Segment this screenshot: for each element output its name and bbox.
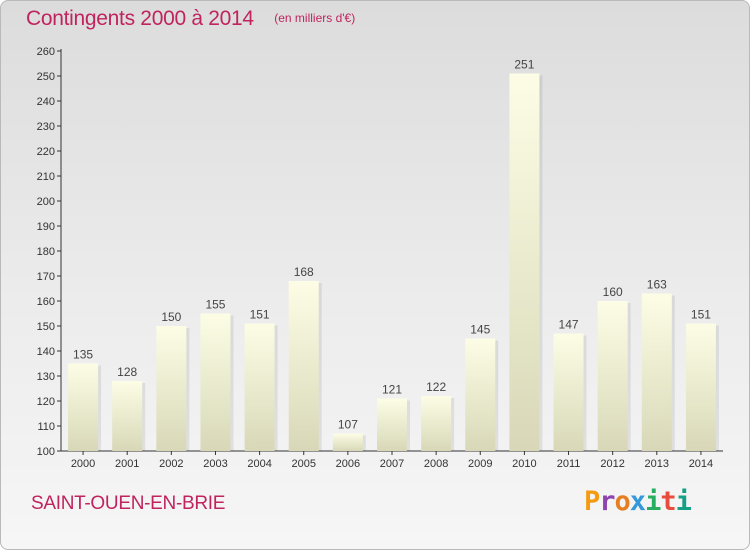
title-row: Contingents 2000 à 2014 (en milliers d'€…	[26, 7, 355, 31]
y-tick-label: 250	[37, 71, 55, 83]
chart-subtitle: (en milliers d'€)	[274, 11, 356, 25]
x-tick-label: 2006	[336, 458, 360, 470]
x-tick-label: 2009	[468, 458, 492, 470]
x-tick-label: 2001	[115, 458, 139, 470]
x-tick-label: 2012	[600, 458, 624, 470]
y-tick-label: 170	[37, 271, 55, 283]
x-tick-label: 2000	[71, 458, 95, 470]
value-label: 155	[205, 298, 225, 312]
place-name: SAINT-OUEN-EN-BRIE	[31, 493, 226, 514]
y-tick-label: 130	[37, 371, 55, 383]
y-tick-label: 180	[37, 246, 55, 258]
y-tick-label: 260	[37, 46, 55, 58]
value-label: 163	[647, 278, 667, 292]
x-tick-label: 2007	[380, 458, 404, 470]
y-tick-label: 110	[37, 421, 55, 433]
y-tick-label: 200	[37, 196, 55, 208]
value-label: 107	[338, 418, 358, 432]
value-label: 150	[161, 310, 181, 324]
brand-letter: i	[675, 486, 692, 517]
x-tick-label: 2010	[512, 458, 536, 470]
y-tick-label: 140	[37, 346, 55, 358]
y-tick-label: 240	[37, 96, 55, 108]
y-tick-label: 210	[37, 171, 55, 183]
bar	[597, 301, 628, 451]
brand-letter: r	[599, 486, 615, 517]
x-tick-label: 2014	[689, 458, 713, 470]
value-label: 145	[470, 323, 490, 337]
value-label: 147	[559, 318, 579, 332]
value-label: 121	[382, 383, 402, 397]
value-label: 122	[426, 380, 446, 394]
value-label: 151	[691, 308, 711, 322]
bar	[509, 73, 540, 451]
x-tick-label: 2002	[159, 458, 183, 470]
bar	[465, 338, 496, 451]
x-tick-label: 2004	[247, 458, 271, 470]
x-tick-label: 2008	[424, 458, 448, 470]
bar	[68, 363, 99, 451]
bar	[244, 323, 275, 451]
chart-title: Contingents 2000 à 2014	[26, 7, 254, 30]
value-label: 251	[514, 58, 534, 72]
y-tick-label: 160	[37, 296, 55, 308]
y-tick-label: 190	[37, 221, 55, 233]
value-label: 168	[294, 265, 314, 279]
brand-letter: P	[584, 486, 600, 517]
y-tick-label: 150	[37, 321, 55, 333]
x-tick-label: 2013	[645, 458, 669, 470]
bars-group	[68, 73, 719, 451]
bar	[377, 398, 407, 451]
brand-letter: i	[645, 486, 661, 517]
proxiti-logo[interactable]: Proxiti	[584, 486, 692, 517]
brand-letter: t	[660, 486, 676, 517]
x-tick-label: 2011	[557, 458, 581, 470]
bar	[332, 433, 363, 451]
y-tick-label: 230	[37, 121, 55, 133]
x-tick-label: 2005	[291, 458, 315, 470]
y-tick-label: 220	[37, 146, 55, 158]
y-tick-label: 100	[37, 446, 55, 458]
brand-letter: o	[614, 486, 631, 517]
bar	[553, 333, 584, 451]
bar	[421, 396, 452, 451]
bar	[641, 293, 672, 451]
bar	[200, 313, 231, 451]
bar	[156, 326, 187, 451]
value-label: 128	[117, 365, 137, 379]
x-tick-label: 2003	[203, 458, 227, 470]
value-label: 135	[73, 348, 93, 362]
bar	[685, 323, 716, 451]
value-label: 151	[250, 308, 270, 322]
y-tick-label: 120	[37, 396, 55, 408]
value-labels-group: 135 128 150 155 151 168 107 121 122 145 251 147 160 1…	[73, 58, 711, 432]
brand-letter: x	[629, 486, 646, 517]
value-label: 160	[603, 285, 623, 299]
bar	[288, 281, 319, 451]
bar	[112, 381, 143, 451]
